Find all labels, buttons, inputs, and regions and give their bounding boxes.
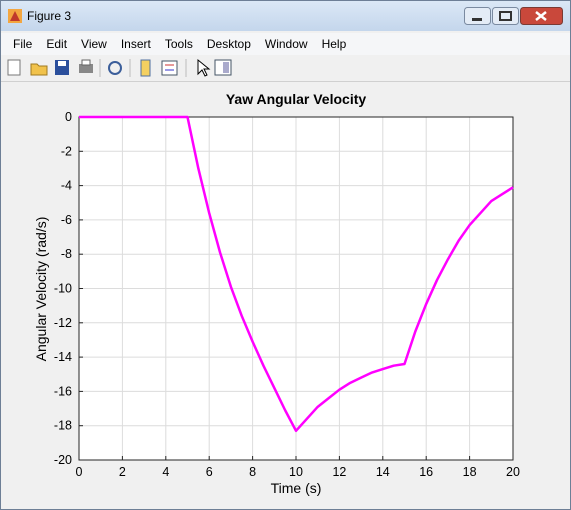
chart-title: Yaw Angular Velocity <box>226 91 367 107</box>
x-tick-label: 2 <box>119 465 126 479</box>
x-tick-label: 20 <box>506 465 520 479</box>
y-tick-label: -6 <box>61 213 72 227</box>
y-tick-label: -8 <box>61 247 72 261</box>
y-axis-label: Angular Velocity (rad/s) <box>33 217 49 362</box>
x-tick-label: 4 <box>162 465 169 479</box>
menu-item[interactable]: Edit <box>46 37 68 51</box>
menu-item[interactable]: Help <box>321 37 347 51</box>
menu-item[interactable]: Insert <box>120 37 151 51</box>
y-tick-label: -18 <box>54 419 72 433</box>
x-tick-label: 6 <box>206 465 213 479</box>
y-tick-label: -12 <box>54 316 72 330</box>
title-bar: Figure 3 <box>1 1 570 31</box>
toolbar <box>1 55 570 82</box>
app-icon <box>8 9 22 23</box>
y-tick-label: -16 <box>54 384 72 398</box>
menu-item[interactable]: View <box>81 37 107 51</box>
y-tick-label: -20 <box>54 453 72 467</box>
data-line <box>79 115 514 433</box>
y-tick-label: -4 <box>61 179 72 193</box>
chart: Yaw Angular Velocity Time (s) Angular Ve… <box>33 91 520 496</box>
menu-item[interactable]: Desktop <box>206 37 251 51</box>
menu-item[interactable]: File <box>13 37 33 51</box>
menu-bar: File Edit View Insert Tools Desktop Window Help <box>1 33 570 55</box>
x-tick-label: 8 <box>249 465 256 479</box>
x-tick-label: 0 <box>76 465 83 479</box>
x-tick-label: 10 <box>289 465 303 479</box>
x-tick-label: 12 <box>332 465 346 479</box>
x-tick-label: 18 <box>463 465 477 479</box>
menu-item[interactable]: Tools <box>164 37 193 51</box>
window-buttons[interactable] <box>464 5 564 27</box>
y-tick-label: -14 <box>54 350 72 364</box>
menu-item[interactable]: Window <box>264 37 308 51</box>
y-tick-label: -10 <box>54 282 72 296</box>
x-tick-label: 16 <box>419 465 433 479</box>
x-tick-label: 14 <box>376 465 390 479</box>
y-tick-label: -2 <box>61 144 72 158</box>
axes-box <box>78 116 514 461</box>
y-tick-label: 0 <box>65 110 72 124</box>
x-axis-label: Time (s) <box>271 480 322 496</box>
toolbar-icons[interactable] <box>1 55 251 81</box>
window-title: Figure 3 <box>27 9 72 23</box>
